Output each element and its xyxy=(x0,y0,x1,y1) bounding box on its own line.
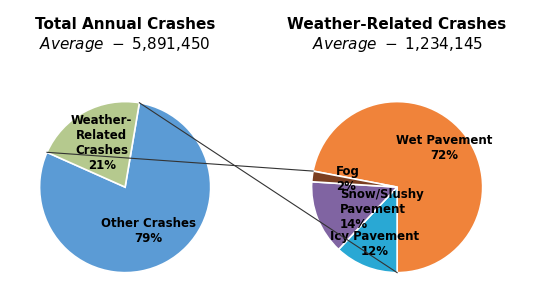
Wedge shape xyxy=(312,171,397,187)
Wedge shape xyxy=(47,102,139,187)
Text: Snow/Slushy
Pavement
14%: Snow/Slushy Pavement 14% xyxy=(340,188,424,231)
Text: Icy Pavement
12%: Icy Pavement 12% xyxy=(330,230,419,258)
Wedge shape xyxy=(40,103,211,273)
Wedge shape xyxy=(312,182,397,249)
Text: Other Crashes
79%: Other Crashes 79% xyxy=(101,217,196,245)
Title: Total Annual Crashes
$\mathit{Average\ -\ 5{,}891{,}450}$: Total Annual Crashes $\mathit{Average\ -… xyxy=(35,17,215,54)
Text: Fog
2%: Fog 2% xyxy=(336,165,360,193)
Wedge shape xyxy=(338,187,397,273)
Text: Wet Pavement
72%: Wet Pavement 72% xyxy=(397,134,493,162)
Title: Weather-Related Crashes
$\mathit{Average\ -\ 1{,}234{,}145}$: Weather-Related Crashes $\mathit{Average… xyxy=(287,17,507,54)
Text: Weather-
Related
Crashes
21%: Weather- Related Crashes 21% xyxy=(71,114,132,172)
Wedge shape xyxy=(313,102,483,273)
